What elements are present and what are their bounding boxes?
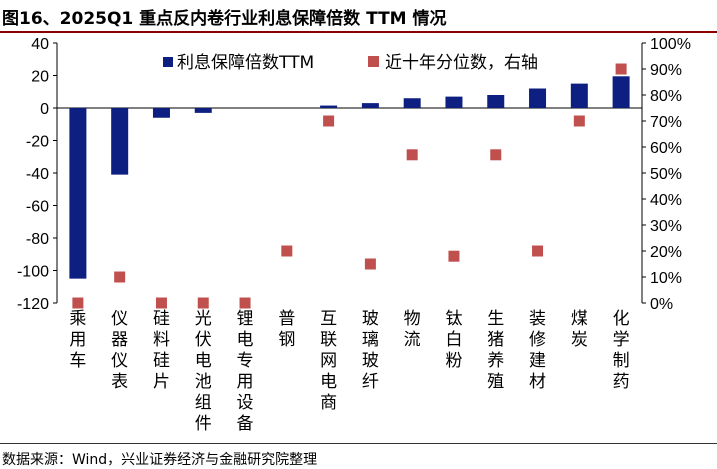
category-label: 玻璃玻纤	[362, 309, 379, 392]
percentile-marker-13	[573, 115, 585, 127]
percentile-marker-9	[406, 149, 418, 161]
left-tick-label: -120	[17, 296, 49, 313]
right-tick-label: 70%	[650, 114, 682, 131]
source-note: 数据来源：Wind，兴业证券经济与金融研究院整理	[2, 452, 318, 468]
category-label: 物流	[404, 309, 421, 350]
right-tick-label: 10%	[650, 270, 682, 287]
percentile-marker-14	[615, 63, 627, 75]
bar-2	[111, 108, 129, 175]
percentile-marker-12	[532, 245, 544, 257]
bar-14	[612, 76, 630, 108]
percentile-marker-2	[114, 271, 126, 283]
left-tick-label: -100	[17, 264, 49, 281]
percentile-marker-4	[197, 297, 209, 309]
title-underline	[0, 31, 717, 33]
category-label: 锂电专用设备	[237, 309, 254, 434]
right-tick-label: 20%	[650, 244, 682, 261]
right-tick-label: 90%	[650, 62, 682, 79]
category-label: 装修建材	[529, 309, 546, 392]
percentile-marker-10	[448, 250, 460, 262]
legend-marker-label: 近十年分位数，右轴	[385, 53, 538, 73]
category-label: 互联网电商	[320, 309, 337, 413]
bar-8	[361, 103, 379, 108]
category-label: 煤炭	[571, 309, 588, 350]
title-bar: 图16、2025Q1 重点反内卷行业利息保障倍数 TTM 情况	[0, 0, 717, 33]
bar-11	[487, 95, 505, 108]
left-tick-label: -40	[26, 166, 49, 183]
right-tick-label: 30%	[650, 218, 682, 235]
right-tick-label: 0%	[650, 296, 673, 313]
bar-10	[445, 96, 463, 108]
legend-bar-label: 利息保障倍数TTM	[177, 53, 314, 73]
category-label: 仪器仪表	[111, 309, 128, 392]
left-tick-label: 20	[31, 69, 49, 86]
percentile-marker-7	[323, 115, 335, 127]
figure-title: 图16、2025Q1 重点反内卷行业利息保障倍数 TTM 情况	[2, 9, 447, 29]
bar-13	[570, 83, 588, 108]
percentile-marker-3	[155, 297, 167, 309]
legend-marker-swatch	[368, 56, 379, 67]
bar-9	[403, 98, 421, 108]
left-tick-label: -20	[26, 134, 49, 151]
category-label: 普钢	[278, 309, 295, 350]
percentile-marker-8	[364, 258, 376, 270]
percentile-marker-5	[239, 297, 251, 309]
right-tick-label: 80%	[650, 88, 682, 105]
category-label: 乘用车	[69, 309, 86, 371]
category-label: 硅料硅片	[153, 309, 170, 392]
bar-7	[320, 105, 338, 108]
bar-4	[194, 108, 212, 113]
bar-3	[152, 108, 170, 118]
percentile-marker-6	[281, 245, 293, 257]
bar-12	[529, 88, 547, 108]
category-label: 化学制药	[613, 309, 630, 392]
right-tick-label: 40%	[650, 192, 682, 209]
right-tick-label: 100%	[650, 36, 691, 53]
combo-chart: 40 20 0 -20 -40 -60 -80 -100 -120 100% 90% 80% 70% 60…	[17, 36, 691, 434]
left-tick-label: 0	[40, 101, 49, 118]
category-label: 生猪养殖	[487, 309, 504, 392]
left-tick-label: -80	[26, 231, 49, 248]
bar-1	[69, 108, 87, 279]
right-tick-label: 50%	[650, 166, 682, 183]
left-tick-label: -60	[26, 199, 49, 216]
legend-bar-swatch	[163, 57, 173, 67]
left-tick-label: 40	[31, 36, 49, 53]
footer-divider	[0, 443, 717, 444]
percentile-marker-11	[490, 149, 502, 161]
category-label: 钛白粉	[445, 309, 462, 371]
category-label: 光伏电池组件	[195, 309, 212, 434]
percentile-marker-1	[72, 297, 84, 309]
right-tick-label: 60%	[650, 140, 682, 157]
